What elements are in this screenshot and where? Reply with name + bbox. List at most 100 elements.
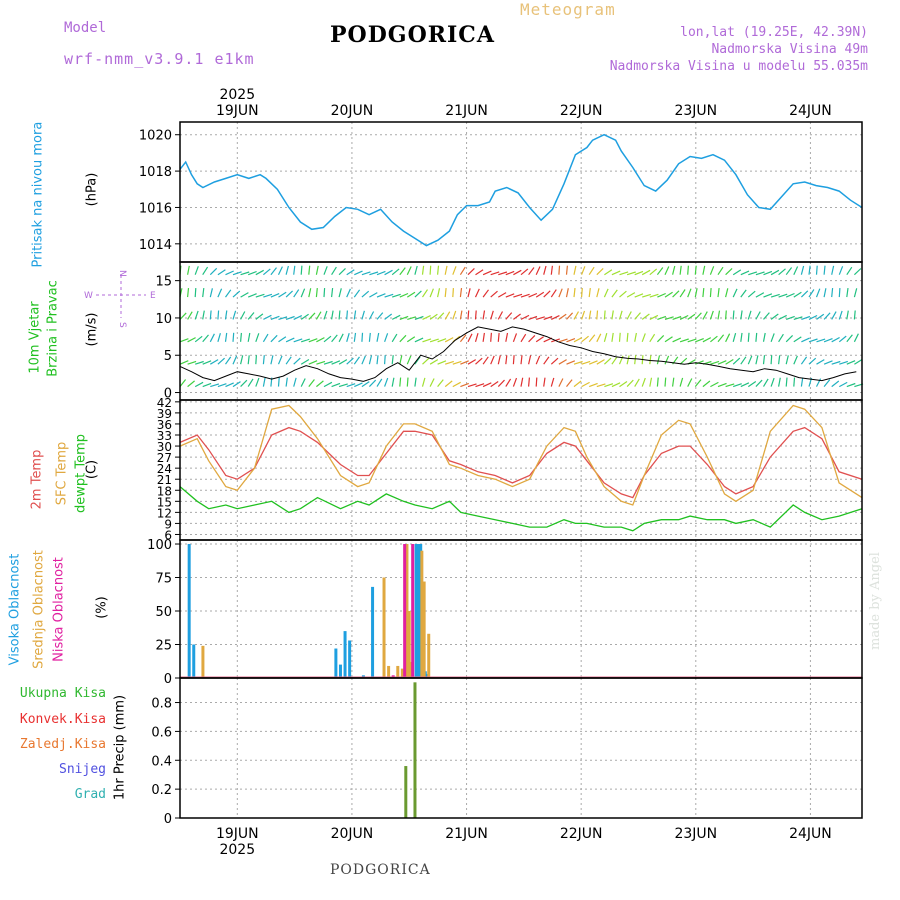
wind-arrow <box>672 265 676 275</box>
ytick-label-wind-3: 15 <box>155 275 172 290</box>
temp-2m-line <box>179 426 863 499</box>
wind-arrow <box>725 310 727 320</box>
wind-arrow <box>399 267 406 276</box>
bar-cloud-high-1 <box>192 644 196 678</box>
wind-arrow <box>315 265 319 275</box>
wind-arrow <box>725 383 735 388</box>
wind-arrow <box>460 360 469 365</box>
ytick-label-cloud-0: 0 <box>164 672 172 687</box>
ytick-label-wind-2: 10 <box>155 312 172 327</box>
wind-arrow <box>437 312 445 320</box>
wind-arrow <box>202 266 209 276</box>
wind-arrow <box>520 333 527 343</box>
wind-arrow <box>763 312 770 320</box>
wind-arrow <box>384 333 389 342</box>
wind-arrow <box>543 265 547 275</box>
legend-convective-rain: Konvek.Kisa <box>19 712 106 727</box>
wind-arrow <box>785 292 795 298</box>
model-label: Model <box>64 20 107 36</box>
wind-arrow <box>497 332 500 342</box>
wind-arrow <box>694 379 702 387</box>
wind-arrow <box>611 289 618 298</box>
wind-arrow <box>384 377 389 387</box>
wind-arrow <box>459 266 466 276</box>
wind-arrow <box>679 314 689 320</box>
wind-arrow <box>474 333 479 342</box>
wind-arrow <box>596 383 606 388</box>
wind-arrow <box>528 334 536 343</box>
panel-frame-precip <box>179 677 863 819</box>
wind-arrow <box>588 310 592 320</box>
wind-arrow <box>596 267 604 276</box>
ytick-label-precip-0: 0 <box>164 812 172 827</box>
wind-arrow <box>823 312 831 320</box>
wind-arrow <box>437 379 444 387</box>
wind-arrow <box>603 288 609 298</box>
ytick-label-precip-3: 0.6 <box>151 725 172 740</box>
wind-arrow <box>376 355 379 365</box>
panel-frame-temperature <box>179 399 863 541</box>
wind-arrow <box>391 355 394 365</box>
wind-arrow <box>354 382 363 388</box>
wind-arrow <box>505 270 515 276</box>
wind-arrow <box>490 310 494 320</box>
wind-arrow <box>535 377 538 387</box>
wind-arrow <box>558 338 568 343</box>
wind-arrow <box>263 293 273 298</box>
compass-w: W <box>84 291 93 301</box>
wind-arrow <box>679 289 686 298</box>
wind-arrow <box>285 315 295 320</box>
wind-arrow <box>353 310 357 320</box>
wind-arrow <box>725 288 729 298</box>
wind-arrow <box>755 332 758 342</box>
top-day-label-3: 22JUN <box>560 103 603 119</box>
bar-cloud-mid-3 <box>396 665 400 678</box>
wind-arrow <box>740 289 747 298</box>
coordinates-label: lon,lat (19.25E, 42.39N) <box>680 25 868 40</box>
wind-arrow <box>323 381 333 388</box>
wind-arrow <box>619 381 628 388</box>
wind-arrow <box>588 288 591 298</box>
compass-s: S <box>117 322 127 328</box>
wind-arrow <box>740 332 743 342</box>
wind-arrow <box>255 293 265 298</box>
wind-arrow <box>323 266 328 275</box>
wind-arrow <box>323 335 332 343</box>
wind-arrow <box>550 265 553 275</box>
wind-arrow <box>308 288 312 298</box>
wind-arrow <box>543 377 546 387</box>
wind-arrow <box>240 355 244 365</box>
wind-arrow <box>429 288 434 298</box>
wind-arrow <box>846 310 849 320</box>
bar-cloud-low-2 <box>411 544 415 678</box>
wind-arrow <box>224 332 228 342</box>
ytick-label-temperature-5: 21 <box>157 473 172 487</box>
wind-arrow <box>565 288 569 298</box>
wind-arrow <box>717 360 727 365</box>
wind-arrow <box>467 333 473 343</box>
wind-arrow <box>695 360 704 365</box>
wind-arrow <box>187 311 193 320</box>
legend-total-rain: Ukupna Kisa <box>19 686 106 701</box>
ytick-label-pressure-1: 1016 <box>139 201 172 216</box>
top-day-label-4: 23JUN <box>674 103 717 119</box>
wind-arrow <box>664 266 670 275</box>
wind-arrow <box>316 360 326 365</box>
wind-arrow <box>498 292 507 298</box>
wind-arrow <box>815 288 821 298</box>
wind-arrow <box>581 310 586 320</box>
wind-arrow <box>460 382 470 388</box>
ytick-label-temperature-2: 12 <box>157 506 172 520</box>
wind-arrow <box>664 316 674 320</box>
wind-arrow <box>793 377 796 387</box>
wind-arrow <box>619 271 629 276</box>
wind-arrow <box>437 288 441 298</box>
wind-arrow <box>187 380 195 388</box>
wind-arrow <box>603 357 612 365</box>
wind-arrow <box>846 334 853 343</box>
wind-arrow <box>217 357 226 365</box>
wind-arrow <box>240 311 246 320</box>
wind-arrow <box>467 267 475 276</box>
wind-arrow <box>853 333 859 343</box>
